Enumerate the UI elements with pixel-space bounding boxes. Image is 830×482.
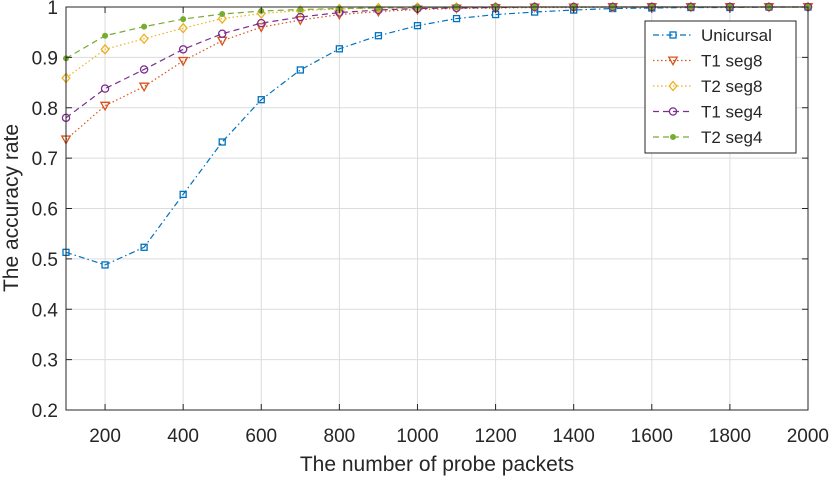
x-tick-label: 2000 — [787, 426, 829, 447]
legend-label: Unicursal — [701, 26, 772, 45]
data-point — [296, 12, 305, 22]
y-axis-label: The accuracy rate — [0, 124, 23, 292]
data-point — [99, 101, 111, 112]
data-point — [138, 82, 150, 93]
y-tick-label: 1 — [47, 0, 58, 19]
data-point — [178, 22, 188, 34]
x-tick-label: 400 — [167, 426, 199, 447]
data-point — [100, 84, 110, 93]
legend-marker — [668, 107, 678, 116]
legend-entry: T2 seg4 — [653, 128, 762, 147]
data-point — [218, 138, 226, 146]
y-tick-label: 0.8 — [32, 99, 58, 120]
data-point — [335, 45, 344, 53]
x-tick-label: 200 — [89, 426, 121, 447]
x-tick-label: 600 — [245, 426, 277, 447]
data-point — [139, 65, 149, 74]
data-point — [255, 23, 267, 33]
data-point — [101, 261, 109, 269]
legend-entry: T2 seg8 — [653, 77, 762, 96]
data-point — [217, 29, 227, 38]
legend-marker — [670, 133, 677, 140]
x-tick-label: 1800 — [709, 426, 751, 447]
y-tick-label: 0.5 — [32, 250, 58, 271]
legend-marker — [667, 56, 679, 67]
data-point — [257, 96, 265, 104]
legend-label: T1 seg8 — [701, 52, 762, 71]
y-tick-label: 0.6 — [32, 200, 58, 221]
legend-marker — [669, 31, 677, 39]
x-tick-label: 1600 — [631, 426, 673, 447]
data-point — [140, 243, 148, 251]
data-point — [179, 190, 187, 199]
data-point — [177, 56, 189, 67]
data-point — [452, 14, 461, 23]
data-point — [374, 32, 383, 40]
y-tick-label: 0.3 — [32, 351, 58, 372]
legend-label: T1 seg4 — [701, 103, 762, 122]
legend-label: T2 seg4 — [701, 128, 762, 147]
data-point — [100, 43, 110, 55]
y-tick-label: 0.2 — [32, 401, 58, 422]
x-tick-label: 1200 — [474, 426, 516, 447]
data-point — [219, 11, 226, 18]
y-tick-label: 0.9 — [32, 48, 58, 69]
data-point — [178, 45, 188, 54]
series-line — [65, 6, 808, 140]
legend: Unicursal T1 seg8 T2 seg8 T1 seg4 T2 seg4 — [644, 20, 797, 154]
data-point — [296, 66, 304, 74]
data-point — [217, 13, 227, 25]
legend-label: T2 seg8 — [701, 77, 762, 96]
x-axis-label: The number of probe packets — [300, 453, 574, 476]
data-point — [139, 33, 149, 45]
y-tick-label: 0.7 — [32, 149, 58, 170]
data-point — [180, 16, 187, 23]
x-tick-label: 1000 — [396, 426, 438, 447]
series-line — [65, 6, 808, 59]
legend-entry: Unicursal — [653, 26, 772, 45]
axis-ticks: 200 400 600 800 1000 1200 1400 1600 1800 2000 0.2 0… — [32, 0, 829, 447]
legend-entry: T1 seg8 — [653, 52, 762, 71]
data-point — [375, 5, 382, 12]
y-tick-label: 0.4 — [32, 300, 59, 321]
data-point — [413, 21, 422, 30]
data-point — [141, 23, 148, 30]
data-point — [257, 18, 266, 28]
legend-entry: T1 seg4 — [653, 103, 762, 122]
x-tick-label: 800 — [324, 426, 356, 447]
data-point — [102, 32, 109, 39]
data-point — [297, 6, 304, 13]
x-tick-label: 1400 — [553, 426, 595, 447]
legend-marker — [668, 80, 678, 92]
